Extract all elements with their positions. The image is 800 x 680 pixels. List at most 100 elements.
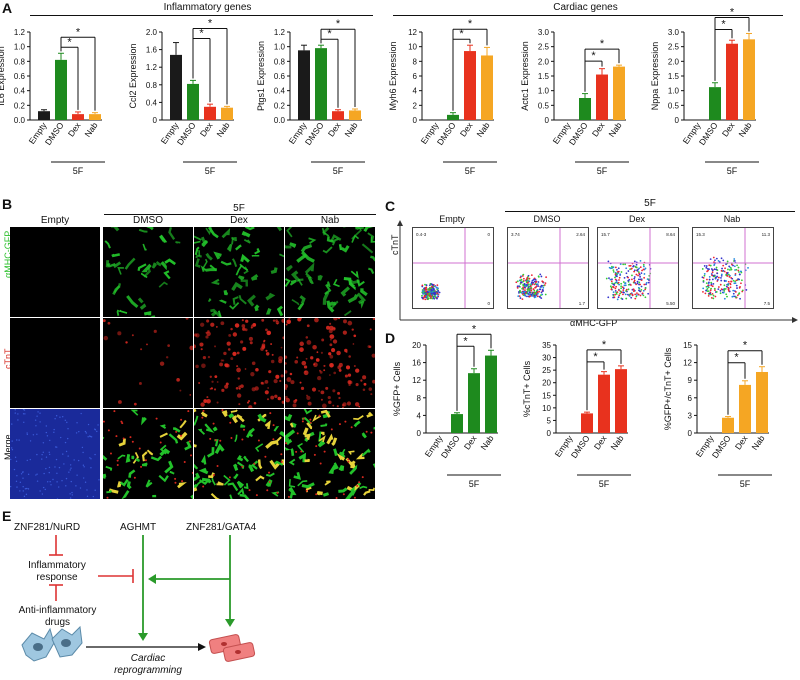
y-tick-label: 0.0	[14, 116, 26, 125]
facs-xlabel: αMHC-GFP	[570, 318, 618, 328]
group-label: 5F	[73, 166, 84, 176]
inflammatory-line	[30, 15, 373, 16]
facs-plot-dmso: 3.74 2.64 1.7	[507, 227, 589, 309]
micrograph-r2-c4	[285, 318, 375, 408]
quadrant-value: 15.7	[601, 232, 610, 237]
category-label: Dex	[733, 433, 750, 452]
bar-nab	[756, 371, 768, 433]
y-tick-label: 0.5	[538, 101, 550, 110]
bar-dex	[464, 51, 476, 120]
micrograph-texture	[10, 227, 100, 317]
y-tick-label: 16	[412, 359, 421, 368]
sig-star: *	[208, 18, 213, 30]
panel-letter-a: A	[2, 0, 13, 16]
category-label: DMSO	[435, 120, 458, 147]
micrograph-texture	[194, 318, 284, 408]
cardiomyocyte-cells	[208, 634, 256, 662]
y-tick-label: 20	[412, 341, 421, 350]
micrograph-texture	[10, 318, 100, 408]
y-tick-label: 0.8	[146, 81, 158, 90]
y-tick-label: 1.0	[274, 43, 286, 52]
group-label: 5F	[740, 479, 751, 489]
y-tick-label: 0	[413, 116, 418, 125]
quadrant-value: 7.5	[764, 301, 771, 306]
y-tick-label: 4	[417, 411, 422, 420]
y-axis-label: Ccl2 Expression	[128, 43, 138, 108]
quadrant-value: 0	[487, 232, 490, 237]
category-label: DMSO	[569, 433, 592, 460]
quadrant-value: 11.3	[762, 232, 771, 237]
y-axis-label: %GFP+/cTnT+ Cells	[663, 347, 673, 430]
bar-dex	[596, 74, 608, 120]
category-label: Dex	[458, 120, 475, 139]
group-label: 5F	[333, 166, 344, 176]
sig-star: *	[721, 18, 726, 30]
y-tick-label: 25	[542, 366, 551, 375]
y-tick-label: 10	[542, 404, 551, 413]
sig-star: *	[199, 28, 204, 40]
category-label: Nab	[475, 120, 492, 139]
sig-star: *	[76, 26, 81, 38]
y-tick-label: 1.6	[146, 46, 158, 55]
y-tick-label: 12	[408, 28, 417, 37]
sig-star: *	[336, 18, 341, 30]
reprogramming-arrowhead	[198, 643, 206, 651]
gata4-arrowhead	[225, 619, 235, 627]
micrograph-r1-c4	[285, 227, 375, 317]
y-tick-label: 4	[413, 87, 418, 96]
micrograph-texture	[285, 227, 375, 317]
y-tick-label: 1.0	[538, 87, 550, 96]
bar-dex	[726, 43, 738, 120]
category-label: DMSO	[567, 120, 590, 147]
col-head-empty: Empty	[40, 215, 70, 226]
gata4-label: ZNF281/GATA4	[186, 522, 257, 533]
y-tick-label: 9	[688, 376, 693, 385]
category-label: Dex	[462, 433, 479, 452]
y-tick-label: 0.8	[274, 57, 286, 66]
y-tick-label: 0.2	[14, 101, 26, 110]
facs-scatter: 0.4-3 0 0	[413, 228, 493, 308]
y-axis-label: IL6 Expression	[0, 46, 6, 106]
quadrant-value: 8.64	[666, 232, 675, 237]
y-tick-label: 3.0	[538, 28, 550, 37]
c-5f-label: 5F	[644, 198, 656, 209]
micrograph-texture	[285, 318, 375, 408]
y-tick-label: 2.5	[668, 43, 680, 52]
y-tick-label: 0	[547, 429, 552, 438]
y-tick-label: 2.0	[538, 57, 550, 66]
nurd-label: ZNF281/NuRD	[14, 522, 81, 533]
y-tick-label: 1.0	[14, 43, 26, 52]
y-tick-label: 2.5	[538, 43, 550, 52]
quadrant-value: 3.74	[511, 232, 520, 237]
facs-label-empty: Empty	[439, 214, 465, 224]
bar-dmso	[581, 413, 593, 433]
y-tick-label: 8	[413, 57, 418, 66]
micrograph-texture	[104, 227, 181, 317]
y-axis-label: Nppa Expression	[650, 42, 660, 111]
category-label: Dex	[592, 433, 609, 452]
group-label: 5F	[465, 166, 476, 176]
y-axis-label: Actc1 Expression	[520, 41, 530, 111]
schematic-diagram	[21, 535, 256, 662]
bar-nab	[743, 39, 755, 120]
sig-star: *	[463, 335, 468, 347]
y-axis-label: Ptgs1 Expression	[256, 41, 266, 111]
bar-dex	[204, 106, 216, 120]
y-tick-label: 1.2	[274, 28, 286, 37]
micrograph-r1-c3	[194, 227, 284, 317]
micrograph-r3-c2	[103, 409, 193, 499]
y-tick-label: 0.5	[668, 101, 680, 110]
col-head-dmso: DMSO	[133, 215, 163, 226]
y-tick-label: 12	[412, 376, 421, 385]
sig-star: *	[743, 340, 748, 352]
bar-dmso	[447, 114, 459, 120]
facs-plot-nab: 15.3 11.3 7.5	[692, 227, 774, 309]
bar-dex	[598, 374, 610, 433]
group-label: 5F	[469, 479, 480, 489]
panel-letter-c: C	[385, 198, 396, 214]
